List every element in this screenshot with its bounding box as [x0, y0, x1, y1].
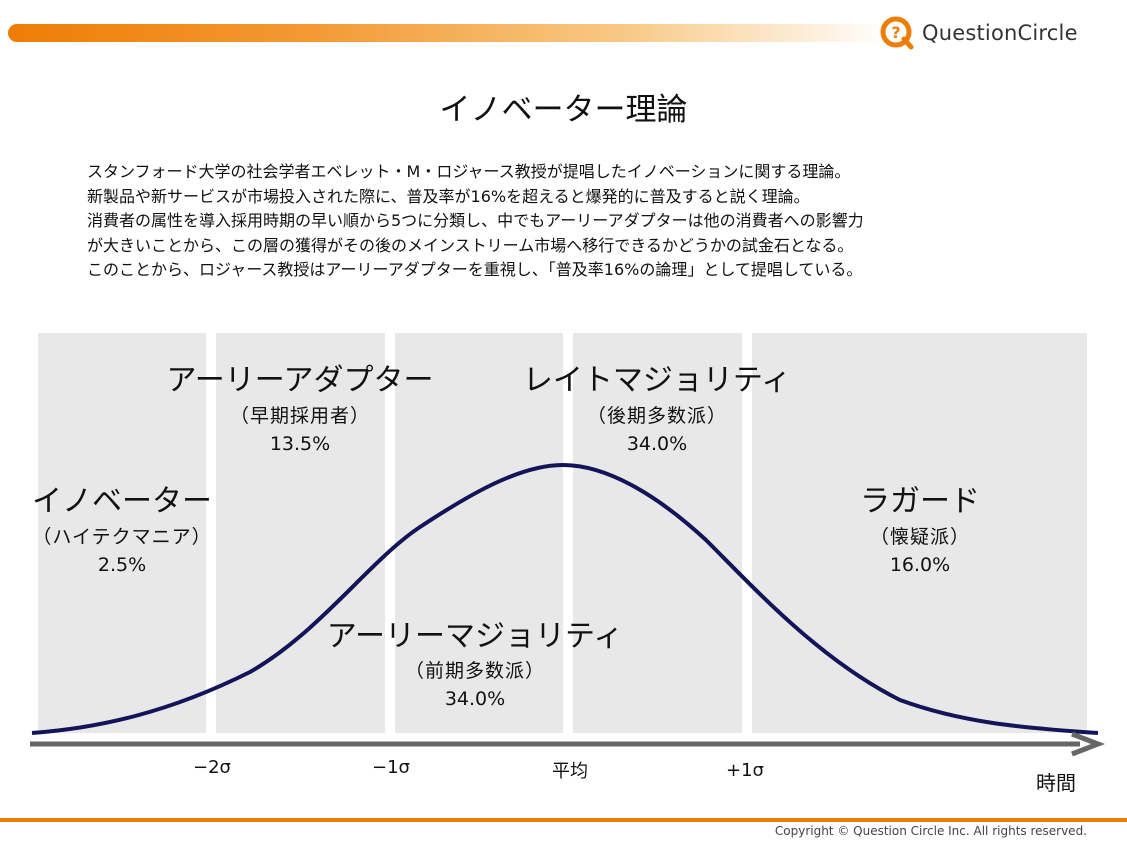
band-early-majority: [395, 333, 563, 733]
segment-sub: （懐疑派）: [869, 526, 971, 548]
description-line: このことから、ロジャース教授はアーリーアダプターを重視し、「普及率16%の論理」…: [87, 260, 863, 279]
segment-sub: （早期採用者）: [229, 405, 371, 427]
axis-tick-label: −1σ: [372, 757, 410, 778]
axis-title: 時間: [1036, 771, 1076, 795]
description-line: スタンフォード大学の社会学者エベレット・M・ロジャース教授が提唱したイノベーショ…: [87, 162, 851, 181]
band-innovators: [38, 333, 206, 733]
segment-name: アーリーアダプター: [166, 363, 434, 398]
axis-tick-label: 平均: [552, 761, 588, 782]
description-line: 新製品や新サービスが市場投入された際に、普及率が16%を超えると爆発的に普及する…: [87, 186, 810, 206]
band-late-majority: [573, 333, 742, 733]
segment-name: レイトマジョリティ: [522, 363, 792, 398]
segment-sub: （前期多数派）: [404, 660, 546, 682]
copyright: Copyright © Question Circle Inc. All rig…: [774, 824, 1087, 838]
band-early-adopters: [216, 333, 385, 733]
footer-accent-line: [0, 818, 1127, 822]
svg-text:?: ?: [891, 23, 900, 42]
axis-tick-label: −2σ: [193, 757, 231, 778]
logo-text: QuestionCircle: [922, 21, 1078, 45]
logo: ? QuestionCircle: [880, 14, 1078, 52]
segment-name: イノベーター: [32, 484, 212, 519]
segment-percent: 34.0%: [444, 688, 506, 710]
bell-curve: [31, 462, 1099, 735]
header-accent-bar: [8, 24, 888, 42]
segment-name: ラガード: [860, 484, 980, 519]
segment-name: アーリーマジョリティ: [326, 619, 624, 654]
description-line: が大きいことから、この層の獲得がその後のメインストリーム市場へ移行できるかどうか…: [87, 235, 854, 255]
segment-sub: （後期多数派）: [586, 405, 728, 427]
description-line: 消費者の属性を導入採用時期の早い順から5つに分類し、中でもアーリーアダプターは他…: [87, 211, 864, 230]
description: スタンフォード大学の社会学者エベレット・M・ロジャース教授が提唱したイノベーショ…: [87, 160, 1047, 283]
segment-percent: 34.0%: [626, 433, 688, 455]
page-title: イノベーター理論: [439, 92, 688, 128]
segment-sub: （ハイテクマニア）: [32, 526, 212, 548]
axis-tick-label: +1σ: [726, 760, 764, 781]
question-circle-logo-icon: ?: [880, 16, 914, 50]
band-laggards: [752, 333, 1087, 733]
segment-percent: 2.5%: [97, 554, 147, 576]
time-axis-arrow-icon: [1071, 731, 1105, 757]
segment-percent: 16.0%: [889, 554, 951, 576]
segment-percent: 13.5%: [269, 433, 331, 455]
